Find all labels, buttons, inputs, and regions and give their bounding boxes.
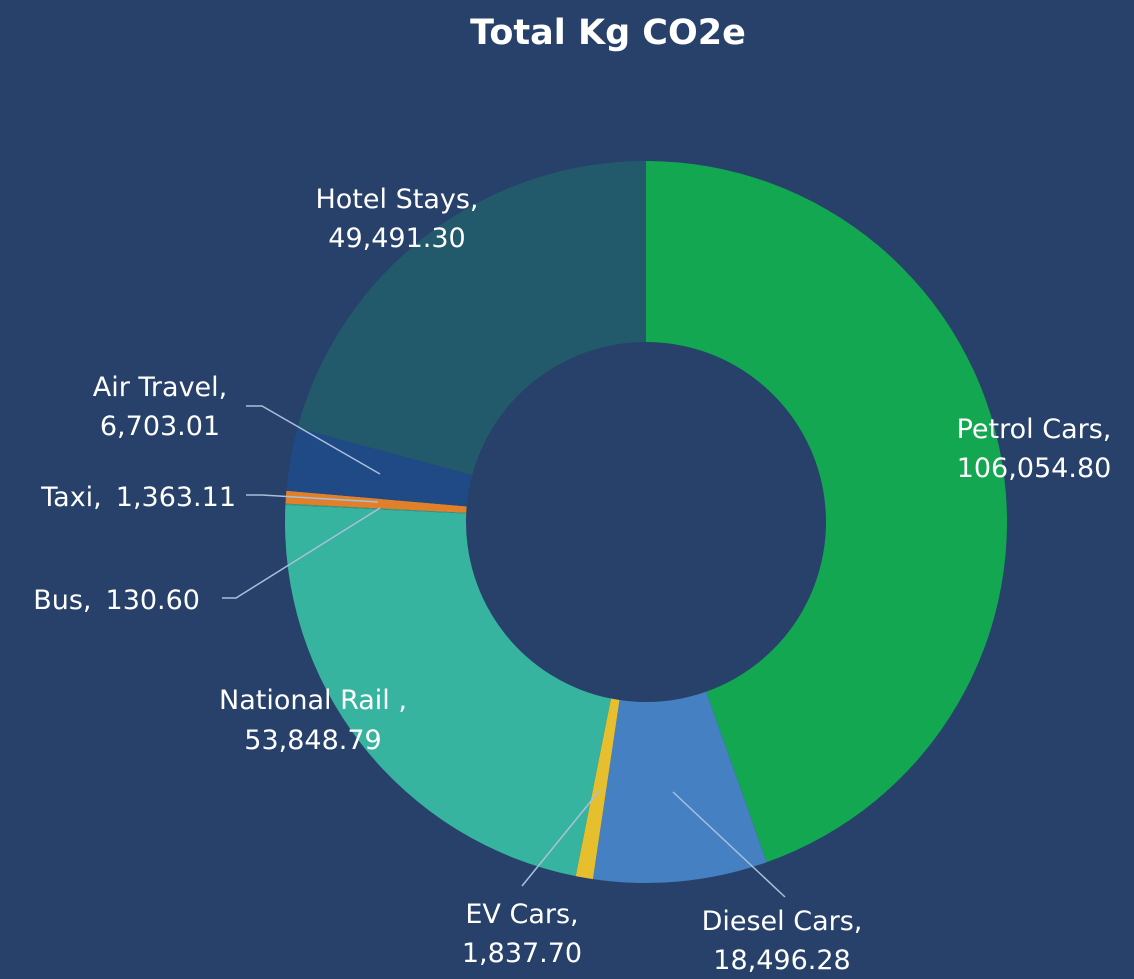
category-name: Taxi, <box>40 482 102 513</box>
value-label: 1,363.11 <box>116 482 236 513</box>
slice <box>297 161 646 476</box>
category-name: Petrol Cars, <box>957 414 1112 445</box>
leader-line <box>222 507 381 599</box>
value-label: 49,491.30 <box>328 223 465 254</box>
slice <box>575 698 620 880</box>
slice <box>646 161 1007 863</box>
category-name: Bus, <box>33 585 91 616</box>
value-label: 106,054.80 <box>957 453 1112 484</box>
leader-line <box>246 494 379 503</box>
category-name: EV Cars, <box>465 899 578 930</box>
leader-lines <box>222 405 786 898</box>
labels: Petrol Cars, 106,054.80 Diesel Cars, 18,496… <box>33 184 1111 976</box>
data-label: Bus, 130.60 <box>33 585 200 616</box>
value-label: 6,703.01 <box>100 411 220 442</box>
value-label: 18,496.28 <box>713 945 850 976</box>
category-name: Hotel Stays, <box>315 184 478 215</box>
category-name: Air Travel, <box>93 372 228 403</box>
leader-line <box>672 791 786 898</box>
slice <box>285 503 467 514</box>
value-label: 53,848.79 <box>244 725 381 756</box>
category-name: Diesel Cars, <box>702 906 863 937</box>
value-label: 1,837.70 <box>462 938 582 969</box>
slice <box>592 691 767 883</box>
chart-title: Total Kg CO2e <box>470 13 746 53</box>
category-name: National Rail , <box>219 685 407 716</box>
slices <box>285 161 1007 883</box>
leader-line <box>521 789 601 887</box>
leader-line <box>246 405 381 475</box>
value-label: 130.60 <box>106 585 200 616</box>
slice <box>285 504 611 877</box>
data-label: Taxi, 1,363.11 <box>40 482 236 513</box>
